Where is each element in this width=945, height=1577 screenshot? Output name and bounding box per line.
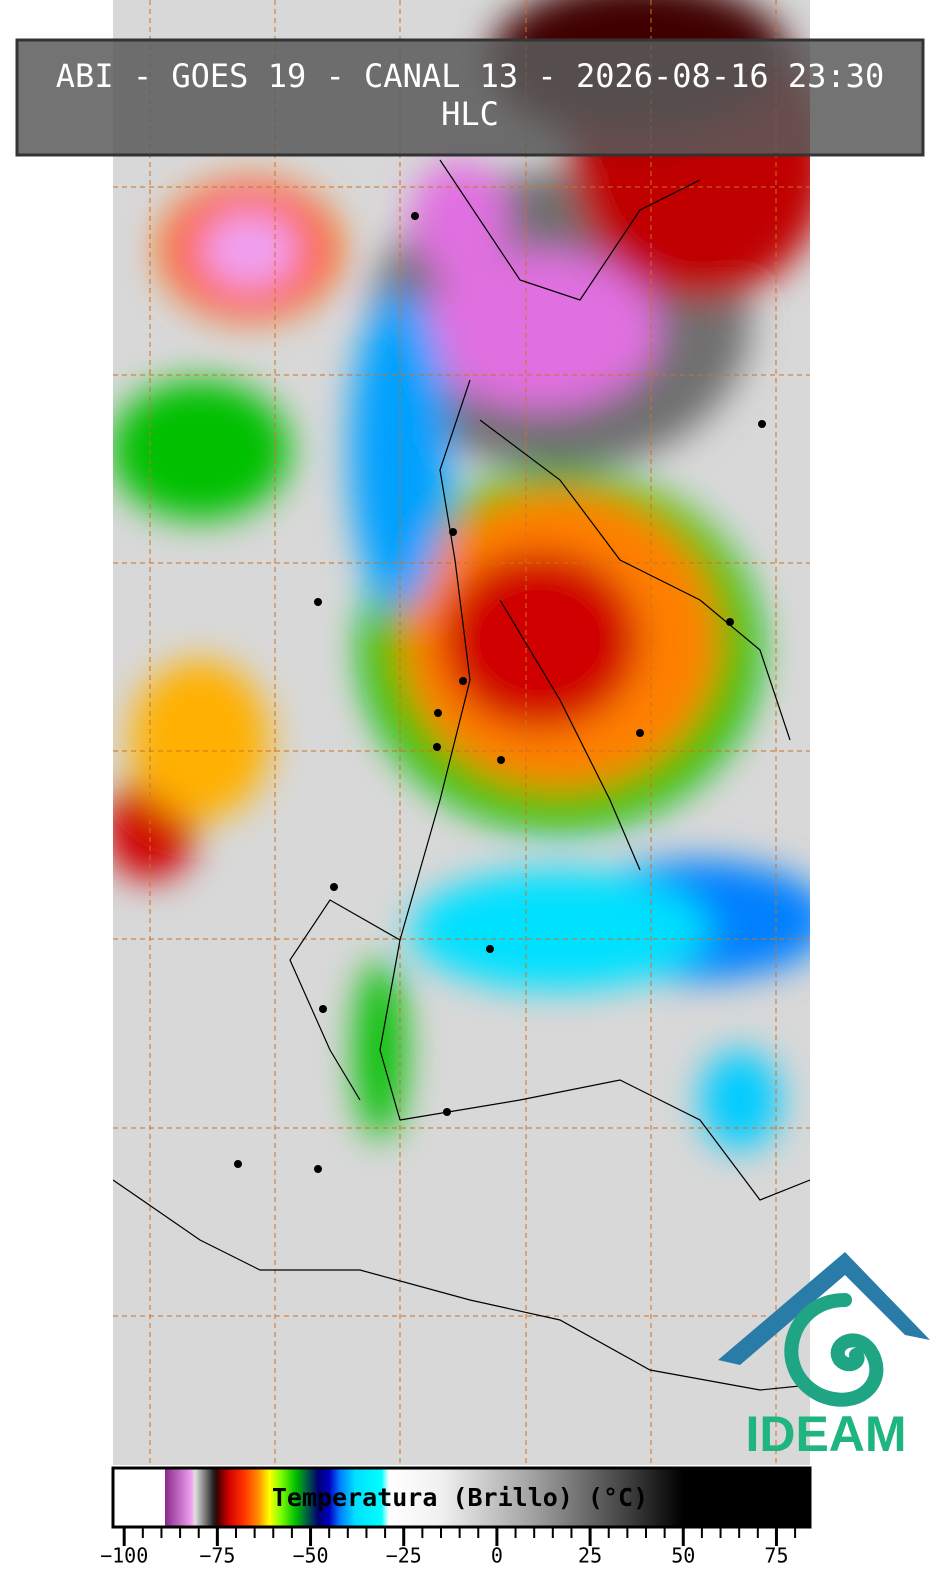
tick-label: −100 bbox=[100, 1544, 148, 1568]
cloud bbox=[410, 870, 710, 990]
cloud bbox=[420, 250, 660, 410]
border-line bbox=[439, 159, 701, 301]
cloud bbox=[440, 550, 640, 730]
city-marker bbox=[443, 1108, 451, 1116]
colorbar: Temperatura (Brillo) (°C) −100 −75 −50 −25 0… bbox=[100, 1466, 812, 1568]
city-marker bbox=[330, 883, 338, 891]
cities bbox=[234, 212, 766, 1173]
cloud bbox=[200, 210, 300, 290]
city-marker bbox=[234, 1160, 242, 1168]
logo-roof bbox=[718, 1252, 930, 1365]
city-marker bbox=[497, 756, 505, 764]
border-line bbox=[379, 379, 471, 1121]
colorbar-label: Temperatura (Brillo) (°C) bbox=[272, 1483, 648, 1512]
border-line bbox=[499, 599, 641, 871]
city-marker bbox=[726, 618, 734, 626]
city-marker bbox=[434, 709, 442, 717]
tick-label: 75 bbox=[764, 1544, 788, 1568]
tick-label: −50 bbox=[292, 1544, 328, 1568]
borders bbox=[113, 159, 810, 1391]
satellite-map bbox=[113, 0, 810, 1465]
tick-label: 50 bbox=[671, 1544, 695, 1568]
ideam-logo: IDEAM bbox=[718, 1252, 930, 1462]
colorbar-scale bbox=[111, 1466, 812, 1529]
cloud bbox=[410, 160, 510, 280]
city-marker bbox=[459, 677, 467, 685]
tick-label: −75 bbox=[199, 1544, 235, 1568]
logo-spiral bbox=[784, 1293, 884, 1407]
cloud-field bbox=[113, 0, 810, 1150]
title: ABI - GOES 19 - CANAL 13 - 2026-08-16 23… bbox=[56, 57, 884, 95]
tick-label: 0 bbox=[491, 1544, 503, 1568]
city-marker bbox=[758, 420, 766, 428]
city-marker bbox=[411, 212, 419, 220]
city-marker bbox=[314, 1165, 322, 1173]
border-line bbox=[289, 899, 401, 1101]
cloud bbox=[130, 660, 270, 820]
city-marker bbox=[486, 945, 494, 953]
city-marker bbox=[636, 729, 644, 737]
title-box bbox=[15, 38, 925, 157]
map-grid bbox=[113, 0, 810, 1465]
city-marker bbox=[319, 1005, 327, 1013]
border-line bbox=[399, 1079, 810, 1201]
cloud bbox=[700, 1050, 780, 1150]
border-line bbox=[113, 1179, 810, 1391]
tick-label: −25 bbox=[386, 1544, 422, 1568]
tick-label: 25 bbox=[578, 1544, 602, 1568]
city-marker bbox=[433, 743, 441, 751]
city-marker bbox=[314, 598, 322, 606]
logo-text: IDEAM bbox=[745, 1406, 906, 1462]
subtitle: HLC bbox=[441, 95, 499, 133]
cloud bbox=[113, 380, 290, 520]
border-line bbox=[479, 419, 791, 741]
city-marker bbox=[449, 528, 457, 536]
